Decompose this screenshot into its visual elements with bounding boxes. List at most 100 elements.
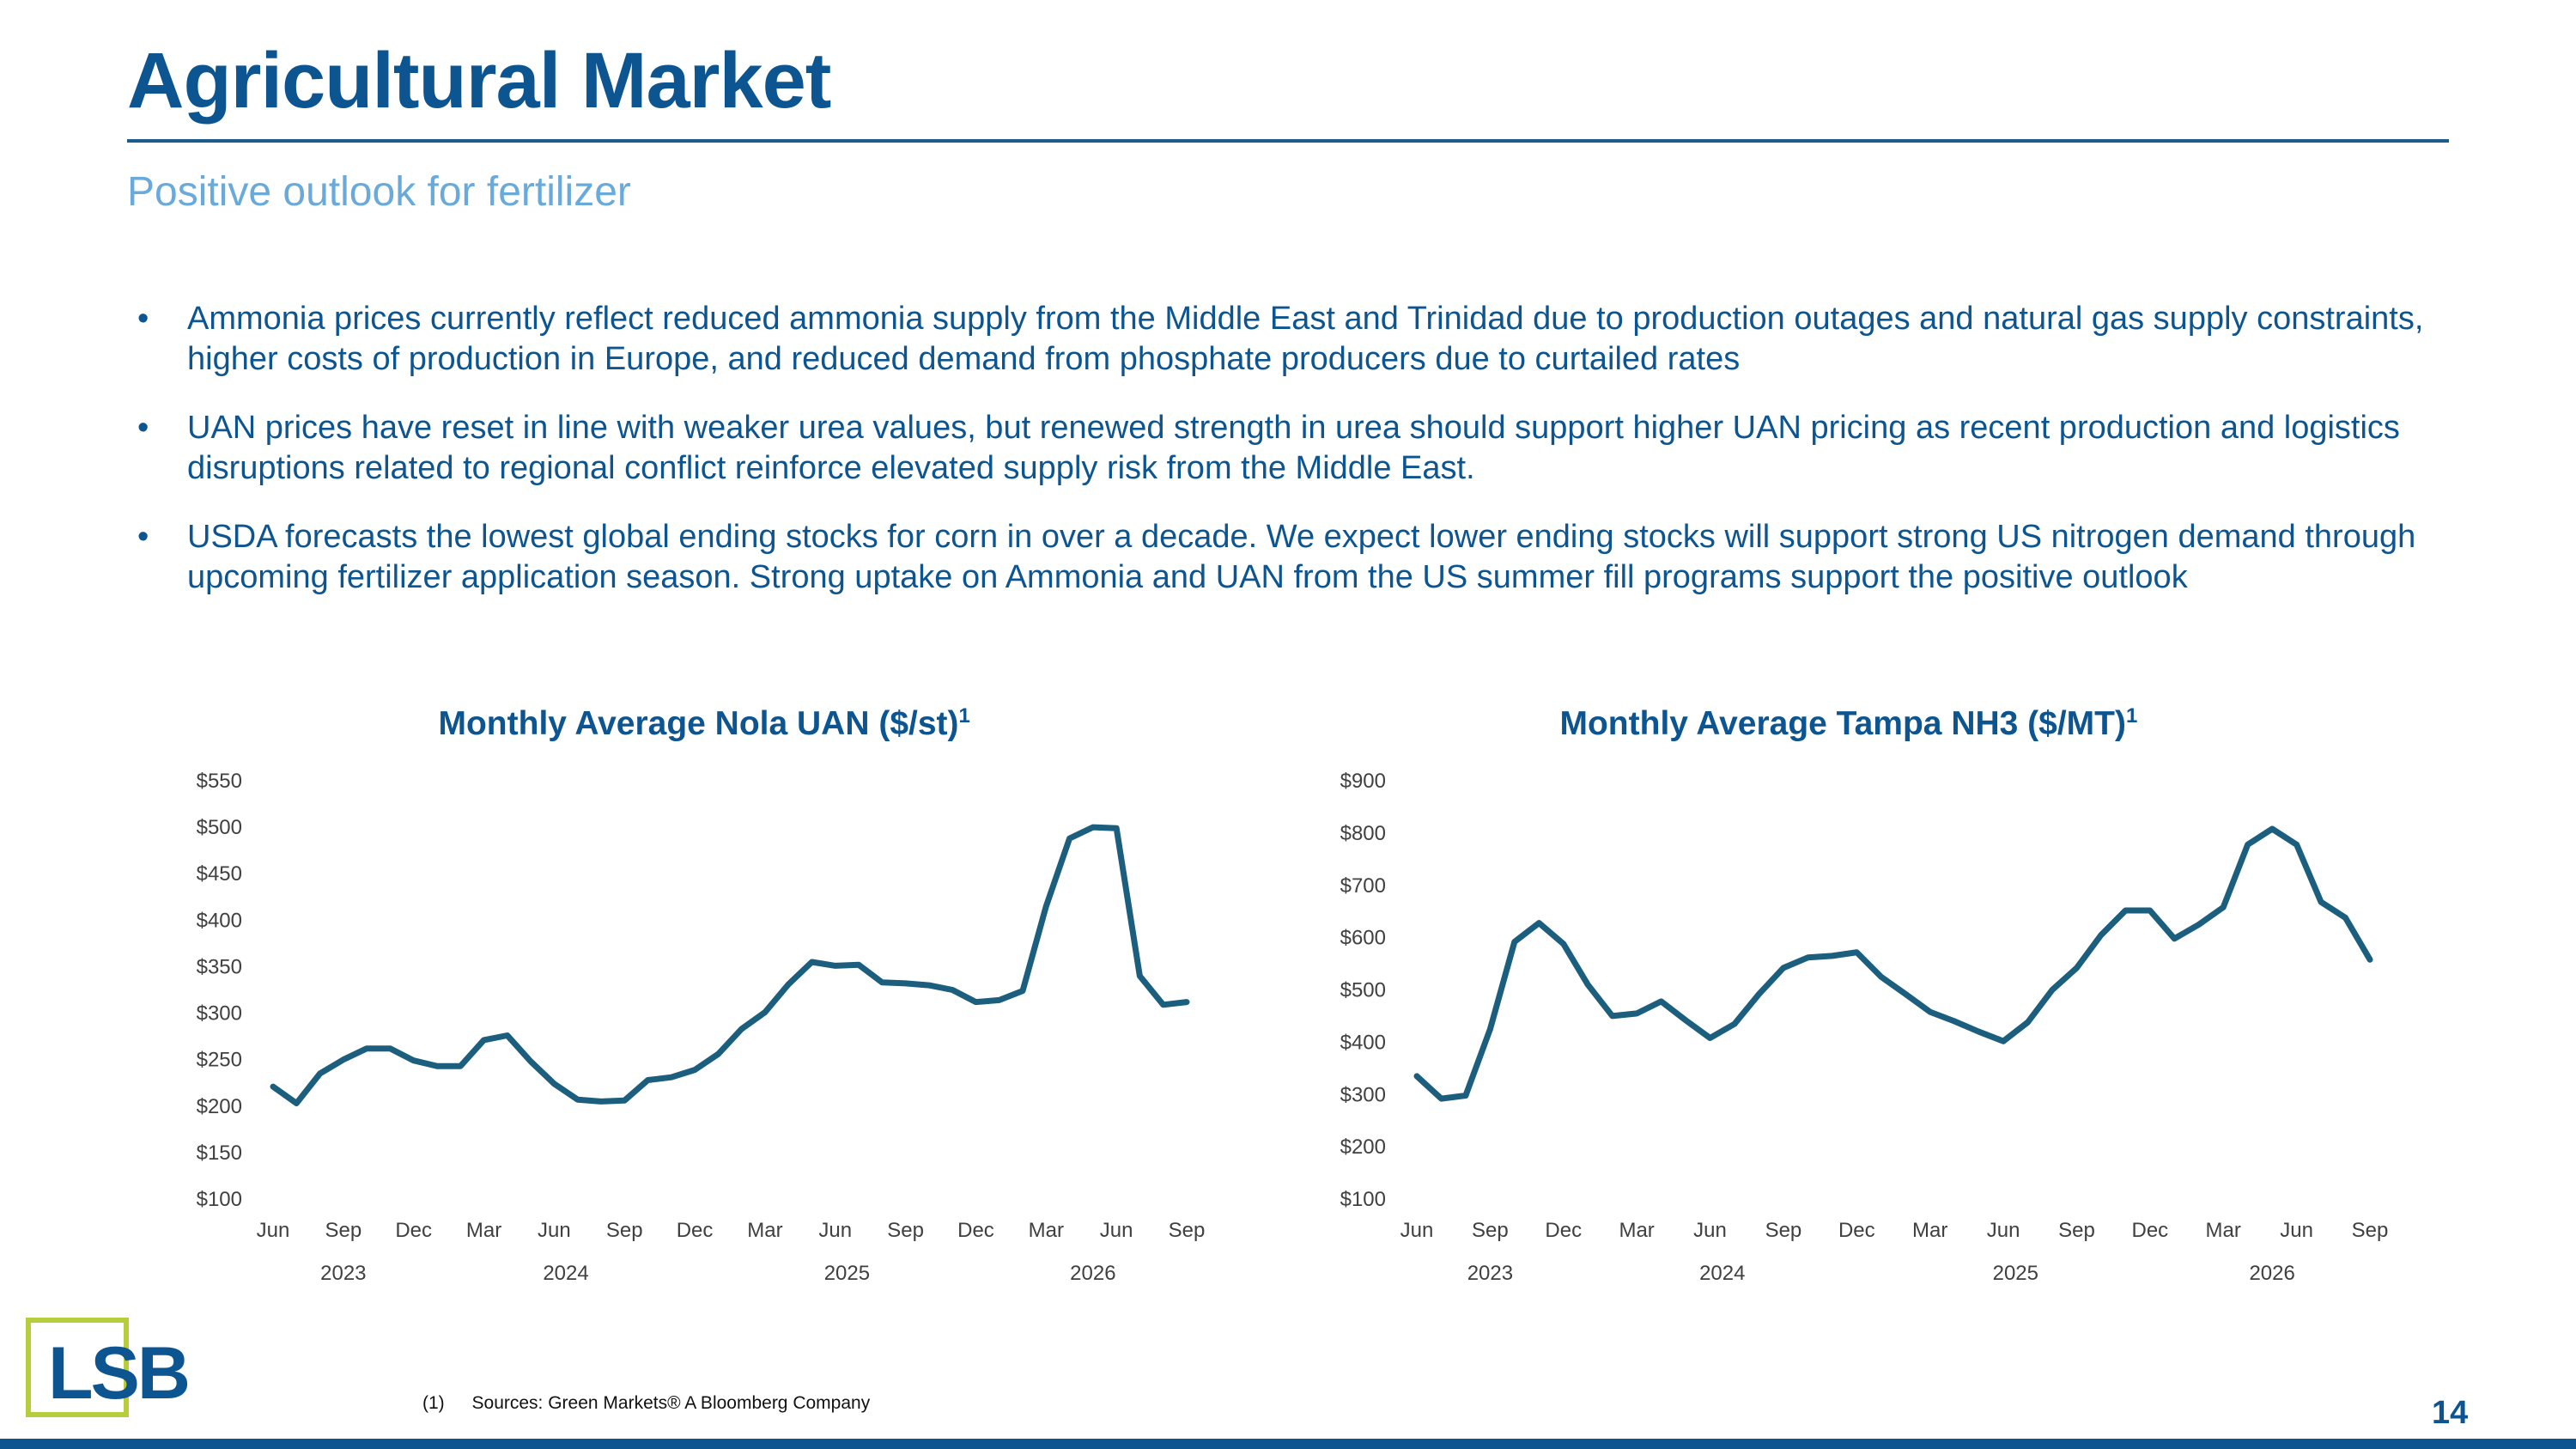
- x-tick-label: Dec: [395, 1219, 432, 1242]
- data-point: [856, 962, 861, 967]
- chart-title-footnote-ref: 1: [2125, 704, 2138, 728]
- data-point: [669, 1075, 674, 1080]
- data-point: [786, 982, 791, 987]
- data-point: [364, 1046, 369, 1051]
- data-point: [2318, 899, 2324, 904]
- data-point: [1585, 982, 1590, 987]
- data-point: [1659, 999, 1664, 1004]
- data-point: [1114, 825, 1119, 831]
- y-tick-label: $200: [197, 1095, 242, 1118]
- data-point: [903, 981, 908, 986]
- x-tick-label: Jun: [818, 1219, 852, 1242]
- data-point: [762, 1009, 768, 1014]
- chart-title-footnote-ref: 1: [958, 704, 970, 728]
- chart-title-text: Monthly Average Nola UAN ($/st): [438, 705, 959, 742]
- data-point: [2123, 908, 2128, 913]
- x-tick-label: Mar: [1619, 1219, 1654, 1242]
- x-tick-label: Sep: [2058, 1219, 2095, 1242]
- year-label: 2026: [2249, 1262, 2294, 1285]
- data-point: [2245, 842, 2251, 847]
- bullet-marker: •: [137, 410, 149, 446]
- data-point: [2172, 936, 2177, 941]
- x-tick-label: Sep: [1765, 1219, 1802, 1242]
- data-point: [482, 1038, 487, 1043]
- data-point: [2269, 826, 2275, 831]
- data-point: [1952, 1019, 1957, 1024]
- page-number: 14: [2432, 1395, 2469, 1431]
- x-tick-label: Jun: [1987, 1219, 2020, 1242]
- bullet-text: UAN prices have reset in line with weake…: [187, 410, 2400, 486]
- data-point: [646, 1077, 651, 1082]
- data-point: [1414, 1074, 1419, 1079]
- data-point: [1561, 941, 1566, 947]
- y-tick-label: $550: [197, 770, 242, 793]
- y-tick-label: $400: [197, 909, 242, 932]
- x-tick-label: Jun: [1693, 1219, 1727, 1242]
- data-point: [1020, 989, 1025, 994]
- data-point: [2099, 933, 2104, 938]
- data-point: [528, 1059, 533, 1064]
- footnote-number: (1): [422, 1393, 445, 1413]
- data-point: [1928, 1009, 1933, 1014]
- data-point: [575, 1097, 580, 1102]
- year-label: 2023: [1467, 1262, 1513, 1285]
- data-point: [2074, 965, 2079, 971]
- data-point: [551, 1081, 556, 1087]
- data-point: [2221, 904, 2226, 910]
- data-point: [1708, 1036, 1713, 1041]
- bullet-item-ammonia: • Ammonia prices currently reflect reduc…: [137, 299, 2473, 380]
- data-point: [1683, 1018, 1688, 1023]
- bullet-marker: •: [137, 519, 149, 555]
- x-tick-label: Jun: [1100, 1219, 1133, 1242]
- y-tick-label: $500: [197, 816, 242, 839]
- data-point: [2001, 1038, 2006, 1044]
- data-point: [505, 1033, 510, 1038]
- chart-title-nh3: Monthly Average Tampa NH3 ($/MT)1: [1560, 704, 2138, 743]
- page-title: Agricultural Market: [127, 37, 831, 125]
- data-point: [715, 1051, 720, 1056]
- y-tick-label: $600: [1340, 927, 1386, 950]
- data-point: [598, 1099, 604, 1104]
- y-tick-label: $150: [197, 1142, 242, 1165]
- data-point: [1610, 1014, 1615, 1019]
- data-point: [1463, 1093, 1468, 1098]
- data-point: [1879, 974, 1884, 979]
- data-point: [1732, 1021, 1737, 1026]
- x-tick-label: Sep: [325, 1219, 361, 1242]
- data-point: [1137, 973, 1142, 978]
- data-point: [1091, 825, 1096, 830]
- title-divider: [127, 139, 2449, 143]
- data-point: [1781, 965, 1786, 971]
- bullet-item-usda: • USDA forecasts the lowest global endin…: [137, 517, 2473, 598]
- data-point: [927, 983, 932, 988]
- data-point: [1634, 1011, 1639, 1016]
- data-point: [1043, 904, 1048, 909]
- y-tick-label: $100: [1340, 1188, 1386, 1211]
- data-point: [622, 1098, 627, 1103]
- footnote-text: Sources: Green Markets® A Bloomberg Comp…: [471, 1393, 871, 1413]
- data-point: [411, 1058, 416, 1063]
- y-tick-label: $450: [197, 862, 242, 886]
- data-point: [1977, 1029, 1982, 1034]
- bullet-marker: •: [137, 301, 149, 337]
- x-tick-label: Sep: [887, 1219, 924, 1242]
- footnote: (1) Sources: Green Markets® A Bloomberg …: [422, 1393, 870, 1414]
- y-tick-label: $200: [1340, 1135, 1386, 1159]
- x-tick-label: Jun: [538, 1219, 571, 1242]
- data-point: [833, 963, 838, 968]
- x-tick-label: Dec: [1838, 1219, 1875, 1242]
- series-line: [1413, 825, 2373, 1102]
- data-point: [294, 1101, 299, 1106]
- chart-title-text: Monthly Average Tampa NH3 ($/MT): [1559, 705, 2126, 742]
- x-tick-label: Mar: [2206, 1219, 2241, 1242]
- x-tick-label: Jun: [257, 1219, 290, 1242]
- data-point: [997, 997, 1002, 1002]
- x-tick-label: Mar: [1912, 1219, 1947, 1242]
- bullet-text: Ammonia prices currently reflect reduced…: [187, 301, 2424, 377]
- data-point: [2026, 1020, 2031, 1025]
- year-label: 2025: [824, 1262, 870, 1285]
- x-tick-label: Dec: [2132, 1219, 2169, 1242]
- x-tick-label: Dec: [1545, 1219, 1582, 1242]
- data-point: [341, 1057, 346, 1062]
